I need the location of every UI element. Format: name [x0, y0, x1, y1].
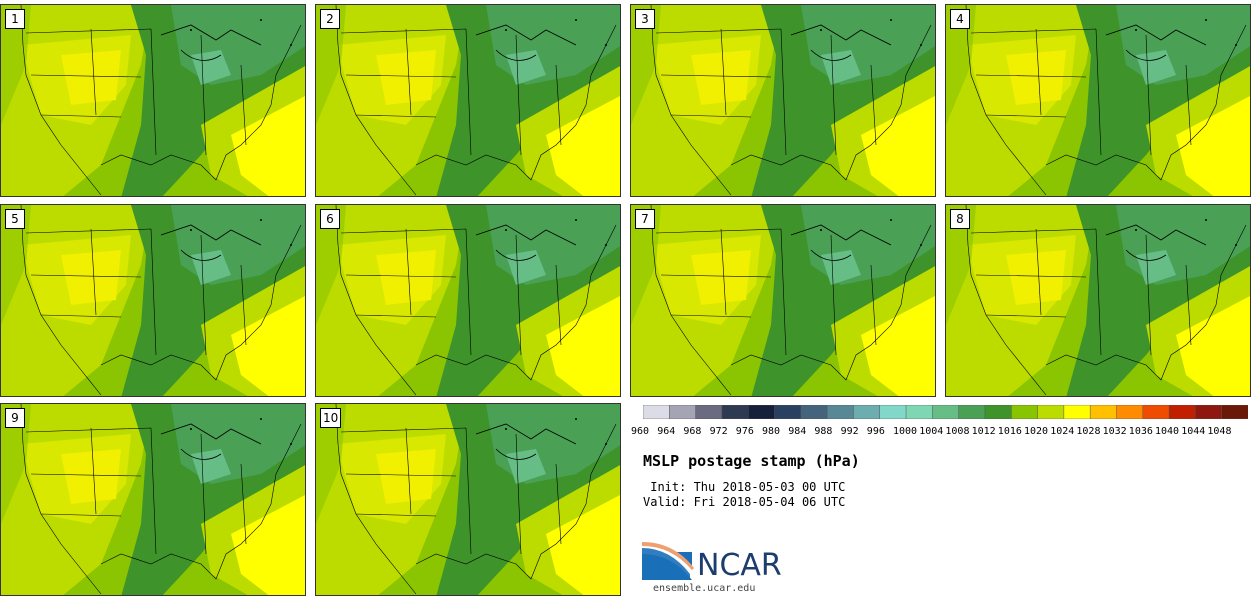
colorbar-swatch	[669, 405, 697, 419]
member-number-label: 2	[320, 9, 340, 29]
colorbar-tick-label: 996	[866, 426, 885, 437]
colorbar-swatch	[1089, 405, 1118, 419]
valid-time: Valid: Fri 2018-05-04 06 UTC	[643, 495, 846, 509]
colorbar-swatch	[984, 405, 1013, 419]
colorbar-tick-label: 960	[631, 426, 650, 437]
mslp-map	[316, 205, 620, 396]
figure-title: MSLP postage stamp (hPa)	[643, 452, 860, 470]
colorbar-tick-labels: 960 964 968 972 976 980 984 988 992 996 1000 1004 10…	[631, 426, 1260, 440]
member-number-label: 4	[950, 9, 970, 29]
colorbar-swatch	[1142, 405, 1170, 419]
website-label: ensemble.ucar.edu	[653, 583, 756, 594]
mslp-map	[946, 5, 1250, 196]
colorbar-tick-label: 1008	[945, 426, 970, 437]
colorbar-tick-label: 1028	[1076, 426, 1101, 437]
colorbar-swatch	[879, 405, 907, 419]
mslp-map	[316, 404, 620, 595]
member-number-label: 6	[320, 209, 340, 229]
colorbar-swatch	[853, 405, 881, 419]
init-time: Init: Thu 2018-05-03 00 UTC	[643, 480, 846, 494]
colorbar-swatch	[826, 405, 855, 419]
colorbar-tick-label: 988	[814, 426, 833, 437]
colorbar-swatch	[1037, 405, 1065, 419]
ncar-logo-text: NCAR	[697, 548, 782, 583]
colorbar-swatch	[721, 405, 749, 419]
colorbar-swatch	[1063, 405, 1091, 419]
colorbar-tick-label: 984	[788, 426, 807, 437]
postage-stamp-panel: 6	[315, 204, 621, 397]
member-number-label: 1	[5, 9, 25, 29]
colorbar-tick-label: 992	[840, 426, 859, 437]
colorbar-tick-label: 964	[657, 426, 676, 437]
colorbar-swatch	[932, 405, 960, 419]
member-number-label: 8	[950, 209, 970, 229]
postage-stamp-panel: 7	[630, 204, 936, 397]
mslp-map	[1, 404, 305, 595]
member-number-label: 7	[635, 209, 655, 229]
colorbar-swatch	[695, 405, 723, 419]
pressure-colorbar	[643, 405, 1248, 419]
colorbar-swatch	[1195, 405, 1223, 419]
postage-stamp-panel: 10	[315, 403, 621, 596]
colorbar-tick-label: 1032	[1102, 426, 1127, 437]
colorbar-swatch	[1011, 405, 1039, 419]
colorbar-swatch	[905, 405, 934, 419]
colorbar-tick-label: 1048	[1207, 426, 1232, 437]
member-number-label: 9	[5, 408, 25, 428]
colorbar-tick-label: 968	[683, 426, 702, 437]
mslp-map	[1, 205, 305, 396]
colorbar-swatch	[1221, 405, 1248, 419]
colorbar-swatch	[1168, 405, 1197, 419]
colorbar-tick-label: 1024	[1050, 426, 1075, 437]
postage-stamp-panel: 8	[945, 204, 1251, 397]
mslp-map	[1, 5, 305, 196]
member-number-label: 5	[5, 209, 25, 229]
colorbar-tick-label: 1004	[919, 426, 944, 437]
colorbar-tick-label: 1012	[971, 426, 996, 437]
postage-stamp-panel: 5	[0, 204, 306, 397]
colorbar-swatch	[800, 405, 828, 419]
colorbar-tick-label: 1040	[1155, 426, 1180, 437]
postage-stamp-panel: 3	[630, 4, 936, 197]
colorbar-tick-label: 972	[709, 426, 728, 437]
colorbar-tick-label: 1036	[1128, 426, 1153, 437]
mslp-map	[631, 5, 935, 196]
colorbar-tick-label: 1016	[997, 426, 1022, 437]
colorbar-swatch	[1116, 405, 1144, 419]
postage-stamp-panel: 4	[945, 4, 1251, 197]
colorbar-tick-label: 1000	[893, 426, 918, 437]
postage-stamp-panel: 9	[0, 403, 306, 596]
mslp-map	[316, 5, 620, 196]
ncar-logo-icon	[642, 542, 694, 580]
postage-stamp-panel: 2	[315, 4, 621, 197]
mslp-map	[631, 205, 935, 396]
colorbar-tick-label: 980	[762, 426, 781, 437]
colorbar-tick-label: 976	[735, 426, 754, 437]
member-number-label: 10	[320, 408, 342, 428]
postage-stamp-panel: 1	[0, 4, 306, 197]
colorbar-swatch	[958, 405, 986, 419]
colorbar-swatch	[747, 405, 776, 419]
member-number-label: 3	[635, 9, 655, 29]
colorbar-tick-label: 1020	[1024, 426, 1049, 437]
colorbar-swatch	[774, 405, 802, 419]
colorbar-swatch	[643, 405, 671, 419]
mslp-map	[946, 205, 1250, 396]
colorbar-tick-label: 1044	[1181, 426, 1206, 437]
